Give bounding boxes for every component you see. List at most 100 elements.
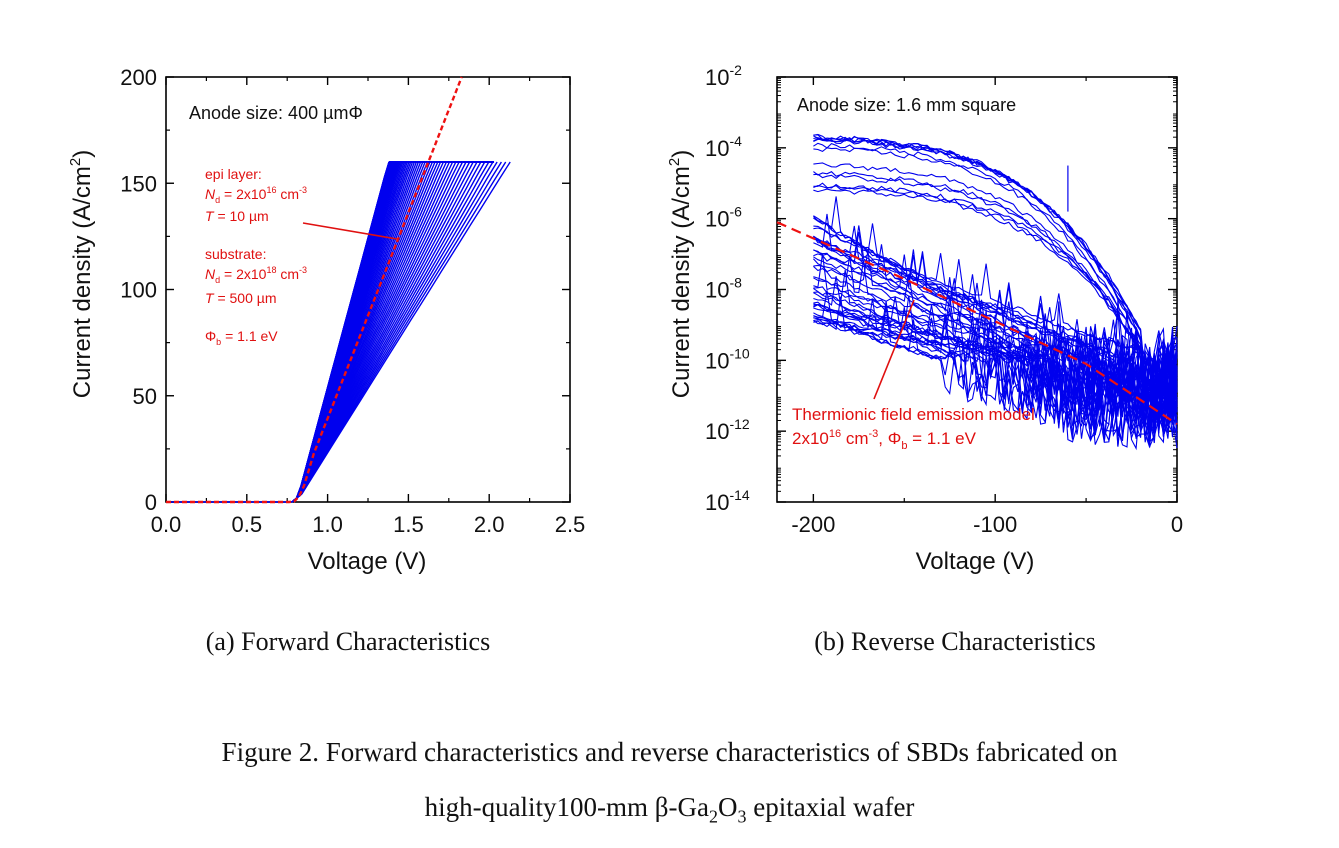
reverse-text: Anode size: 1.6 mm square Voltage (V) Cu… [666, 95, 1035, 575]
epi-thickness: T = 10 µm [205, 208, 269, 224]
forward-measured-curve [291, 161, 511, 503]
reverse-y-axis-label-sup: 2 [666, 158, 683, 166]
reverse-y-tick-label: 10-2 [705, 62, 742, 90]
reverse-panel-caption: (b) Reverse Characteristics [814, 627, 1096, 656]
reverse-measured-curve [813, 173, 1178, 408]
forward-model-pointer [302, 222, 398, 240]
sub-nd-subscript: d [215, 275, 220, 285]
figure-caption-sub2: 3 [737, 806, 747, 827]
tfe-phi-symbol: , Φ [878, 429, 901, 448]
forward-anode-annotation: Anode size: 400 µmΦ [189, 103, 363, 123]
reverse-measured-curve [813, 223, 1178, 425]
reverse-measured-curve [813, 296, 1178, 447]
tfe-phi-subscript: b [901, 440, 907, 452]
reverse-x-tick-label: -200 [791, 512, 835, 537]
reverse-measured-curve [813, 295, 1178, 417]
sub-nd-unit-exponent: -3 [299, 265, 307, 275]
forward-x-tick-label: 0.5 [232, 512, 263, 537]
epi-nd-subscript: d [215, 195, 220, 205]
reverse-measured-curve [813, 138, 1178, 390]
sub-nd-symbol: N [205, 266, 216, 282]
reverse-measured-curve [813, 303, 1178, 441]
forward-axis-ticks: 0.0 0.5 1.0 1.5 2.0 2.5 0 50 100 150 200 [120, 65, 585, 537]
tfe-phi-value: = 1.1 eV [907, 429, 976, 448]
sub-nd-exponent: 18 [266, 265, 276, 275]
reverse-y-axis-label-main: Current density (A/cm [668, 166, 695, 398]
epi-nd-value: = 2x10 [220, 186, 267, 202]
forward-model-parameters: epi layer: Nd = 2x1016 cm-3 T = 10 µm su… [205, 166, 307, 347]
forward-model-curve [166, 76, 463, 504]
forward-y-tick-label: 100 [120, 278, 157, 303]
forward-y-axis-label-main: Current density (A/cm [69, 166, 96, 398]
figure-caption-line2-c: epitaxial wafer [746, 792, 915, 822]
forward-y-axis-label-sup: 2 [67, 158, 84, 166]
reverse-y-tick-label: 10-4 [705, 133, 742, 161]
reverse-measured-curve [813, 253, 1178, 417]
tfe-nd-unit: cm [841, 429, 868, 448]
reverse-model-curve [776, 221, 1178, 426]
epi-nd-unit: cm [276, 186, 299, 202]
forward-y-tick-label: 0 [145, 490, 157, 515]
forward-x-tick-label: 2.0 [474, 512, 505, 537]
reverse-x-tick-label: -100 [973, 512, 1017, 537]
reverse-model-label: Thermionic field emission model 2x1016 c… [792, 405, 1035, 452]
reverse-y-tick-label: 10-12 [705, 416, 750, 444]
forward-y-tick-label: 150 [120, 171, 157, 196]
forward-panel-caption: (a) Forward Characteristics [205, 627, 491, 656]
forward-x-tick-label: 1.5 [393, 512, 424, 537]
reverse-measured-curve [813, 142, 1178, 440]
reverse-y-tick-label: 10-10 [705, 345, 750, 373]
phi-symbol: Φ [205, 328, 216, 344]
figure-caption-line2-b: O [718, 792, 738, 822]
epi-t-value: = 10 µm [214, 208, 269, 224]
forward-model-line [166, 76, 463, 504]
reverse-measured-curve [813, 250, 1178, 437]
reverse-measured-curve [813, 137, 1178, 402]
epi-nd-exponent: 16 [266, 185, 276, 195]
forward-x-tick-label: 2.5 [555, 512, 586, 537]
sub-t-value: = 500 µm [214, 290, 277, 306]
reverse-measured-curve [813, 276, 1178, 429]
figure-caption-sub1: 2 [709, 806, 719, 827]
forward-y-tick-label: 200 [120, 65, 157, 90]
epi-t-symbol: T [205, 208, 215, 224]
reverse-y-tick-label: 10-6 [705, 204, 742, 232]
reverse-measured-curve [813, 238, 1178, 422]
phi-value: = 1.1 eV [221, 328, 278, 344]
substrate-title: substrate: [205, 246, 266, 262]
reverse-measured-curve [813, 301, 1178, 440]
figure-caption-line2: high-quality100-mm β-Ga2O3 epitaxial waf… [0, 792, 1339, 827]
reverse-model-pointer [873, 299, 915, 400]
reverse-measured-curve [813, 292, 1178, 442]
epi-nd-symbol: N [205, 186, 216, 202]
barrier-height: Φb = 1.1 eV [205, 328, 278, 347]
figure-caption-line1: Figure 2. Forward characteristics and re… [221, 737, 1118, 767]
reverse-measured-curve [813, 182, 1178, 412]
figure-caption-line2-a: high-quality100-mm β-Ga [424, 792, 710, 822]
sub-nd-value: = 2x10 [220, 266, 267, 282]
reverse-model-label-line1: Thermionic field emission model [792, 405, 1035, 424]
reverse-x-tick-label: 0 [1171, 512, 1183, 537]
forward-x-tick-label: 0.0 [151, 512, 182, 537]
reverse-measured-curve [813, 319, 1178, 435]
reverse-anode-annotation: Anode size: 1.6 mm square [797, 95, 1016, 115]
tfe-nd-exponent: 16 [829, 428, 841, 440]
forward-x-axis-label: Voltage (V) [308, 548, 427, 575]
reverse-y-tick-label: 10-8 [705, 275, 742, 303]
reverse-measured-curves [812, 133, 1178, 451]
phi-subscript: b [216, 337, 221, 347]
forward-text: Anode size: 400 µmΦ Voltage (V) Current … [67, 103, 426, 575]
forward-y-axis-label: Current density (A/cm2) [67, 150, 96, 398]
forward-chart: 0.0 0.5 1.0 1.5 2.0 2.5 0 50 100 150 200 Anode siz… [67, 65, 585, 575]
reverse-measured-curve [813, 162, 1178, 446]
reverse-measured-curve [813, 138, 1178, 394]
reverse-model-label-line2: 2x1016 cm-3, Φb = 1.1 eV [792, 428, 977, 452]
sub-t-symbol: T [205, 290, 215, 306]
substrate-thickness: T = 500 µm [205, 290, 277, 306]
reverse-x-axis-label: Voltage (V) [916, 548, 1035, 575]
epi-title: epi layer: [205, 166, 262, 182]
sub-nd-unit: cm [276, 266, 299, 282]
reverse-y-axis-label-end: ) [668, 150, 695, 158]
epi-nd-unit-exponent: -3 [299, 185, 307, 195]
